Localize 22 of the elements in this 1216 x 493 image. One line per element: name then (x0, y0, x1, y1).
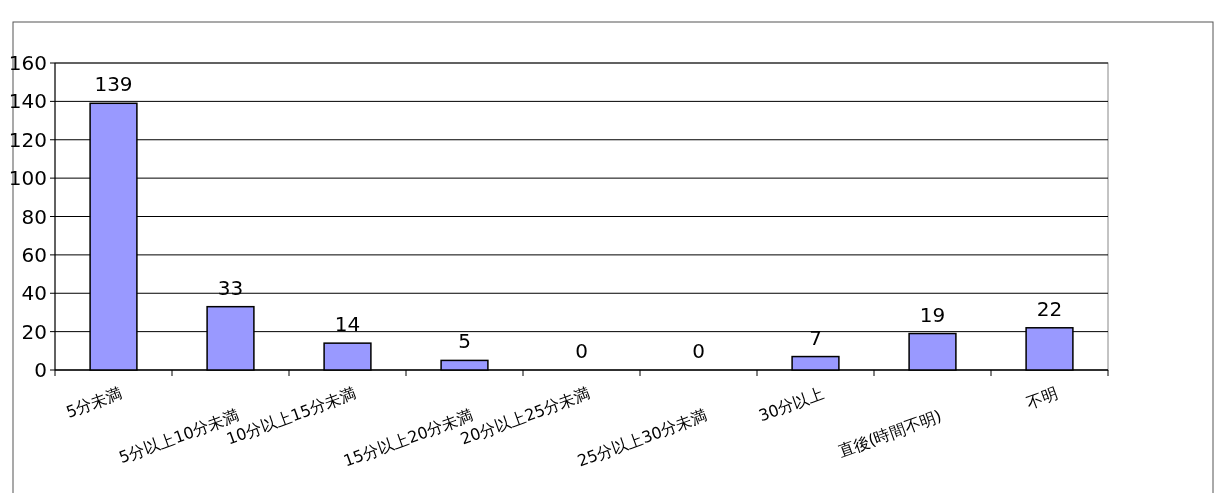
x-tick-label: 25分以上30分未満 (574, 405, 710, 471)
data-label: 22 (1036, 296, 1063, 321)
y-tick-label: 100 (8, 166, 47, 191)
data-label: 0 (575, 339, 588, 363)
y-tick-label: 120 (8, 127, 47, 152)
x-tick-label: 30分以上 (756, 383, 827, 426)
y-tick-label: 20 (21, 319, 47, 344)
data-label: 14 (334, 312, 361, 337)
y-tick-label: 140 (8, 89, 47, 114)
y-tick-label: 80 (21, 204, 47, 229)
x-tick-label: 不明 (1024, 383, 1061, 413)
y-tick-label: 0 (34, 358, 47, 382)
data-label: 0 (692, 339, 705, 363)
x-tick-label: 直後(時間不明) (835, 405, 944, 461)
data-label: 7 (809, 325, 822, 350)
y-tick-label: 160 (8, 51, 47, 75)
data-label: 19 (919, 302, 946, 327)
data-label: 139 (94, 72, 133, 97)
x-tick-label: 5分未満 (63, 383, 125, 422)
y-tick-label: 40 (21, 281, 47, 306)
y-tick-label: 60 (21, 242, 47, 267)
data-label: 5 (458, 329, 471, 354)
